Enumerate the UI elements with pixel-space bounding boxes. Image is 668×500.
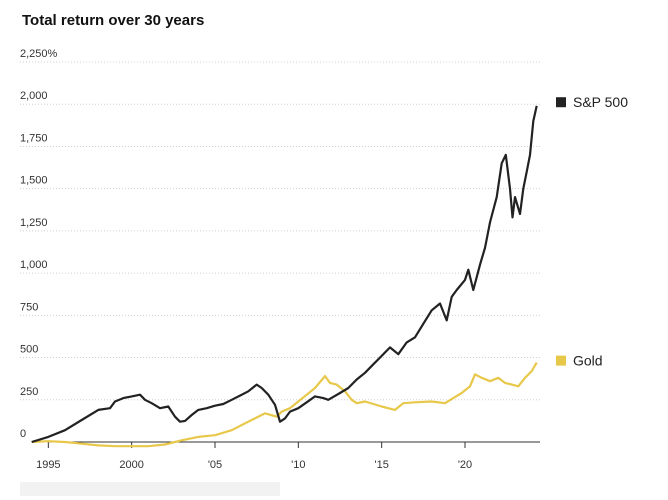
legend-label-gold: Gold: [573, 353, 603, 369]
x-tick-label: 2000: [119, 459, 143, 471]
y-tick-label: 250: [20, 386, 38, 398]
y-tick-label: 750: [20, 301, 38, 313]
legend-label-sp500: S&P 500: [573, 94, 628, 110]
y-tick-label: 1,500: [20, 175, 48, 187]
y-tick-label: 1,750: [20, 132, 48, 144]
x-tick-label: 1995: [36, 459, 60, 471]
grid-layer: [20, 61, 540, 401]
x-tick-label: '20: [458, 459, 472, 471]
chart-title: Total return over 30 years: [22, 12, 205, 29]
x-tick-label: '05: [208, 459, 222, 471]
legend-swatch-sp500: [556, 97, 566, 108]
series-line-sp500: [31, 105, 538, 444]
footer-placeholder: [20, 482, 280, 496]
y-tick-label: 500: [20, 344, 38, 356]
x-tick-label: '15: [374, 459, 388, 471]
y-axis-labels: 0 250 500 750 1,000 1,250 1,500 1,750 2,000 2,250…: [20, 48, 58, 440]
legend: S&P 500 Gold: [556, 94, 628, 369]
legend-swatch-gold: [556, 355, 566, 366]
chart-canvas: 0 250 500 750 1,000 1,250 1,500 1,750 2,000 2,250…: [20, 48, 628, 471]
series-line-gold: [31, 362, 538, 448]
series-layer: [31, 105, 538, 448]
y-tick-label: 2,250%: [20, 48, 58, 60]
y-tick-label: 2,000: [20, 90, 48, 102]
y-tick-label: 0: [20, 428, 26, 440]
x-tick-label: '10: [291, 459, 305, 471]
y-tick-label: 1,250: [20, 217, 48, 229]
x-axis: 1995 2000 '05 '10 '15 '20: [36, 441, 540, 471]
y-tick-label: 1,000: [20, 259, 48, 271]
